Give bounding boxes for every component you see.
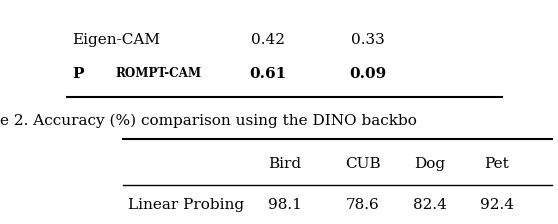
Text: e 2. Accuracy (%) comparison using the DINO backbo: e 2. Accuracy (%) comparison using the D… — [0, 114, 417, 128]
Text: 0.33: 0.33 — [352, 33, 385, 47]
Text: Dog: Dog — [414, 157, 445, 170]
Text: CUB: CUB — [345, 157, 381, 170]
Text: Bird: Bird — [268, 157, 301, 170]
Text: Linear Probing: Linear Probing — [128, 198, 244, 212]
Text: 0.09: 0.09 — [350, 67, 387, 81]
Text: Pet: Pet — [484, 157, 509, 170]
Text: 82.4: 82.4 — [413, 198, 446, 212]
Text: 0.42: 0.42 — [251, 33, 285, 47]
Text: P: P — [73, 67, 84, 81]
Text: 98.1: 98.1 — [268, 198, 301, 212]
Text: 78.6: 78.6 — [346, 198, 379, 212]
Text: Eigen-CAM: Eigen-CAM — [73, 33, 161, 47]
Text: ROMPT-CAM: ROMPT-CAM — [116, 67, 201, 80]
Text: 0.61: 0.61 — [249, 67, 286, 81]
Text: 92.4: 92.4 — [480, 198, 513, 212]
